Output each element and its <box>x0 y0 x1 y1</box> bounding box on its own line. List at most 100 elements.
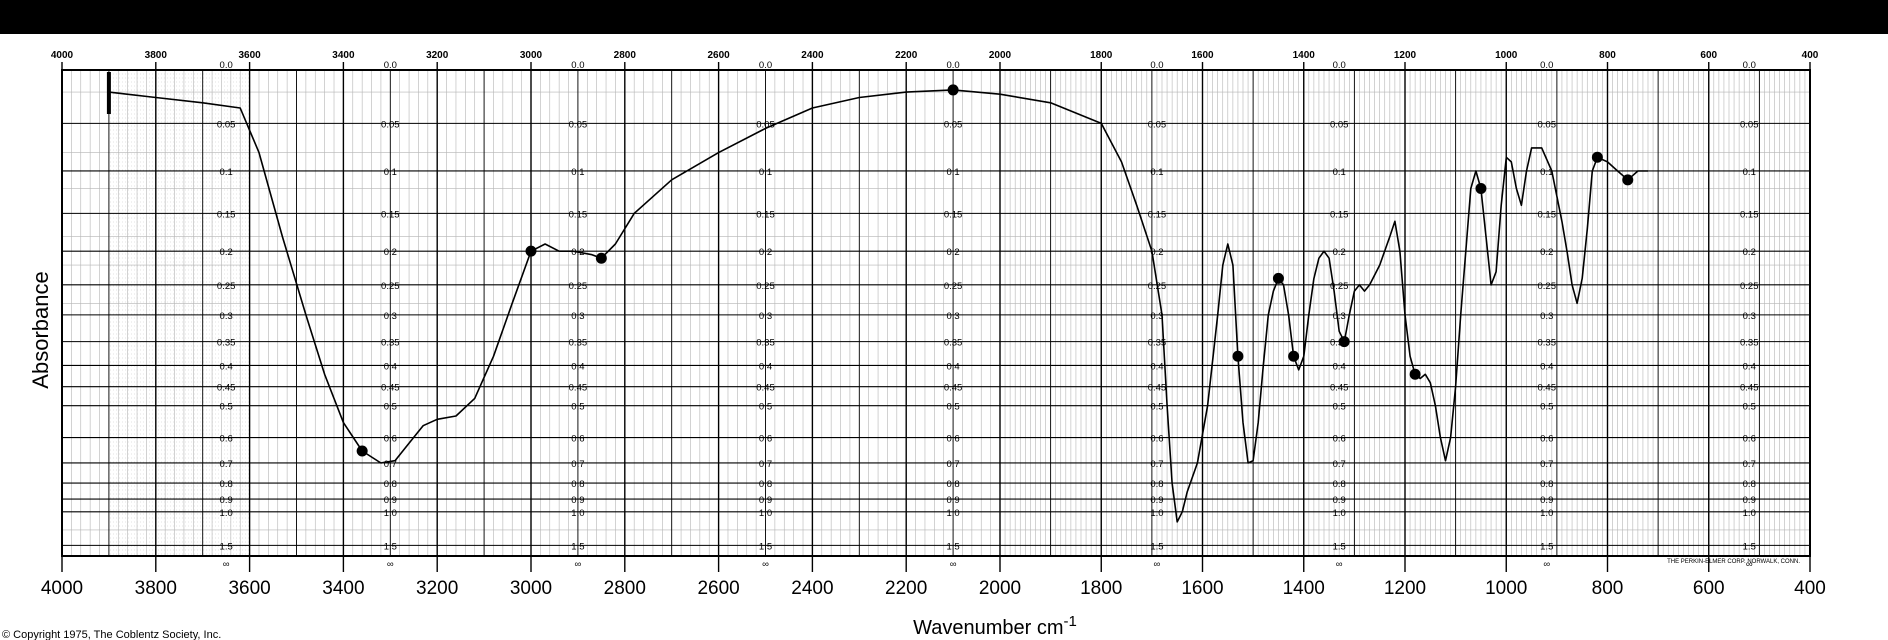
absorbance-scale-label: 0.25 <box>1740 281 1759 292</box>
absorbance-scale-label: 1.5 <box>1333 541 1346 552</box>
absorbance-scale-label: 0.8 <box>1743 479 1756 490</box>
top-tick-label: 2600 <box>707 50 730 61</box>
absorbance-scale-label: 0.8 <box>759 479 772 490</box>
top-tick-label: 800 <box>1599 50 1616 61</box>
absorbance-scale-label: 0.45 <box>1538 383 1557 394</box>
bottom-tick-label: 1800 <box>1080 578 1122 599</box>
peak-marker <box>525 245 537 257</box>
absorbance-scale-label: ∞ <box>1154 559 1161 570</box>
top-tick-label: 600 <box>1700 50 1717 61</box>
absorbance-scale-label: 0.5 <box>384 402 397 413</box>
absorbance-scale-label: 1.0 <box>946 508 959 519</box>
x-axis-title-text: Wavenumber cm <box>913 617 1063 639</box>
absorbance-scale-label: ∞ <box>1746 559 1753 570</box>
spectrum-line <box>108 89 1648 523</box>
top-tick-label: 2800 <box>614 50 637 61</box>
absorbance-scale-label: 0.5 <box>1743 402 1756 413</box>
absorbance-scale-label: 0.6 <box>384 434 397 445</box>
bottom-tick-label: 2600 <box>697 578 739 599</box>
absorbance-scale-label: 0.35 <box>381 338 400 349</box>
absorbance-scale-label: 0.3 <box>1743 311 1756 322</box>
absorbance-scale-label: 0.05 <box>1330 119 1349 130</box>
peak-marker <box>595 252 607 264</box>
top-tick-label: 4000 <box>51 50 74 61</box>
peak-marker <box>947 84 959 96</box>
absorbance-scale-label: 0.0 <box>1333 60 1346 71</box>
absorbance-scale-label: 0.25 <box>1538 281 1557 292</box>
absorbance-scale-label: 0.9 <box>220 495 233 506</box>
absorbance-scale-label: 0.5 <box>1333 402 1346 413</box>
top-tick-label: 3400 <box>332 50 355 61</box>
absorbance-scale-label: 1.5 <box>1743 541 1756 552</box>
absorbance-scale-label: 0.3 <box>571 311 584 322</box>
absorbance-scale-label: 0.8 <box>571 479 584 490</box>
absorbance-scale-label: 0.6 <box>220 434 233 445</box>
top-tick-label: 400 <box>1802 50 1819 61</box>
peak-marker <box>1591 151 1603 163</box>
absorbance-scale-label: 0.2 <box>1333 247 1346 258</box>
bottom-tick-label: 2000 <box>979 578 1021 599</box>
bottom-tick-label: 800 <box>1592 578 1624 599</box>
shaded-region <box>110 73 250 555</box>
absorbance-scale-label: 0.35 <box>1538 338 1557 349</box>
absorbance-scale-label: 0.0 <box>1150 60 1163 71</box>
peak-marker <box>1232 350 1244 362</box>
top-tick-label: 1600 <box>1191 50 1214 61</box>
absorbance-scale-label: 0.7 <box>571 459 584 470</box>
absorbance-scale-label: 0.1 <box>1150 167 1163 178</box>
absorbance-scale-label: 0.1 <box>759 167 772 178</box>
absorbance-scale-label: 0.7 <box>946 459 959 470</box>
peak-marker <box>1338 336 1350 348</box>
bottom-tick-labels: 4000 3800 3600 3400 3200 3000 2800 2600 2400 2200… <box>41 556 1826 599</box>
peak-marker <box>1409 368 1421 380</box>
bottom-tick-label: 3800 <box>135 578 177 599</box>
absorbance-scale-label: 1.0 <box>384 508 397 519</box>
spectrum-trace <box>106 72 1648 523</box>
peak-marker <box>1475 183 1487 195</box>
absorbance-scale-label: 0.05 <box>1740 119 1759 130</box>
absorbance-scale-label: 0.6 <box>759 434 772 445</box>
absorbance-scale-label: 0.3 <box>759 311 772 322</box>
absorbance-scale-label: 0.1 <box>1540 167 1553 178</box>
absorbance-scale-label: 0.7 <box>1333 459 1346 470</box>
absorbance-scale-label: 0.25 <box>569 281 588 292</box>
absorbance-scale-label: 0.0 <box>1743 60 1756 71</box>
x-axis-title-superscript: -1 <box>1064 613 1077 630</box>
bottom-tick-label: 4000 <box>41 578 83 599</box>
bottom-tick-label: 3200 <box>416 578 458 599</box>
top-tick-label: 2200 <box>895 50 918 61</box>
absorbance-scale-label: 1.5 <box>759 541 772 552</box>
absorbance-scale-label: 0.0 <box>946 60 959 71</box>
absorbance-scale-label: 0.3 <box>1333 311 1346 322</box>
absorbance-scale-label: 0.35 <box>756 338 775 349</box>
absorbance-scale-label: ∞ <box>1336 559 1343 570</box>
absorbance-scale-label: 1.5 <box>1540 541 1553 552</box>
bottom-tick-label: 2200 <box>885 578 927 599</box>
absorbance-scale-label: 0.4 <box>571 361 584 372</box>
absorbance-scale-label: ∞ <box>223 559 230 570</box>
absorbance-scale-label: 0.4 <box>759 361 772 372</box>
absorbance-scale-label: 0.4 <box>1150 361 1163 372</box>
absorbance-scale-label: 0.45 <box>944 383 963 394</box>
absorbance-scale-label: 0.8 <box>1540 479 1553 490</box>
absorbance-scale-label: 1.0 <box>1333 508 1346 519</box>
absorbance-scale-label: 0.5 <box>571 402 584 413</box>
absorbance-scale-label: 1.5 <box>220 541 233 552</box>
absorbance-scale-label: 0.4 <box>946 361 959 372</box>
peak-marker <box>356 445 368 457</box>
absorbance-scale-label: 0.15 <box>217 209 236 220</box>
absorbance-scale-columns: 0.0 0.05 0.1 0.15 0.2 0.25 0.3 0.35 0.4 0.45 0.5 0.… <box>217 60 1759 570</box>
absorbance-scale-label: 0.3 <box>384 311 397 322</box>
absorbance-scale-label: 0.8 <box>1150 479 1163 490</box>
peak-marker <box>1622 174 1634 186</box>
bottom-tick-label: 400 <box>1794 578 1826 599</box>
absorbance-scale-label: 0.45 <box>1330 383 1349 394</box>
absorbance-scale-label: 0.45 <box>217 383 236 394</box>
grid-major <box>61 70 1811 556</box>
absorbance-scale-label: 0.6 <box>1333 434 1346 445</box>
bottom-tick-label: 1200 <box>1384 578 1426 599</box>
absorbance-scale-label: 0.9 <box>946 495 959 506</box>
absorbance-scale-label: 0.25 <box>217 281 236 292</box>
absorbance-scale-label: 0.45 <box>569 383 588 394</box>
absorbance-scale-label: 0.05 <box>381 119 400 130</box>
